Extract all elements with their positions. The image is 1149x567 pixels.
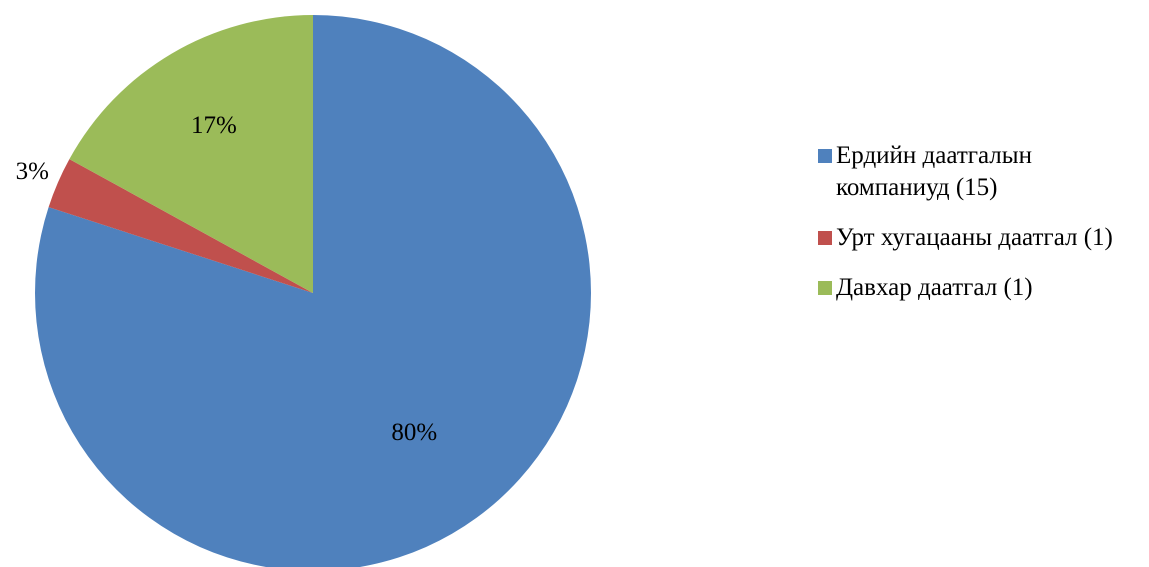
pie-slices (35, 15, 591, 567)
legend-item: Ердийн даатгалын компаниуд (15) (818, 140, 1143, 204)
pie-labels: 80% 3% 17% (16, 112, 438, 446)
pie-slice (35, 15, 591, 567)
legend-item: Урт хугацааны даатгал (1) (818, 222, 1143, 254)
data-label: 80% (391, 419, 437, 446)
legend-swatch (818, 231, 832, 245)
pie-slice (48, 159, 313, 293)
legend-label: Давхар даатгал (1) (836, 274, 1033, 301)
legend-swatch (818, 149, 832, 163)
legend-label: Урт хугацааны даатгал (1) (836, 224, 1113, 251)
pie-slice (69, 15, 313, 293)
legend-swatch (818, 281, 832, 295)
chart-legend: Ердийн даатгалын компаниуд (15) Урт хуга… (818, 140, 1143, 322)
data-label: 17% (191, 112, 237, 139)
data-label: 3% (16, 158, 49, 185)
legend-label: Ердийн даатгалын компаниуд (15) (836, 142, 1032, 201)
legend-item: Давхар даатгал (1) (818, 272, 1143, 304)
